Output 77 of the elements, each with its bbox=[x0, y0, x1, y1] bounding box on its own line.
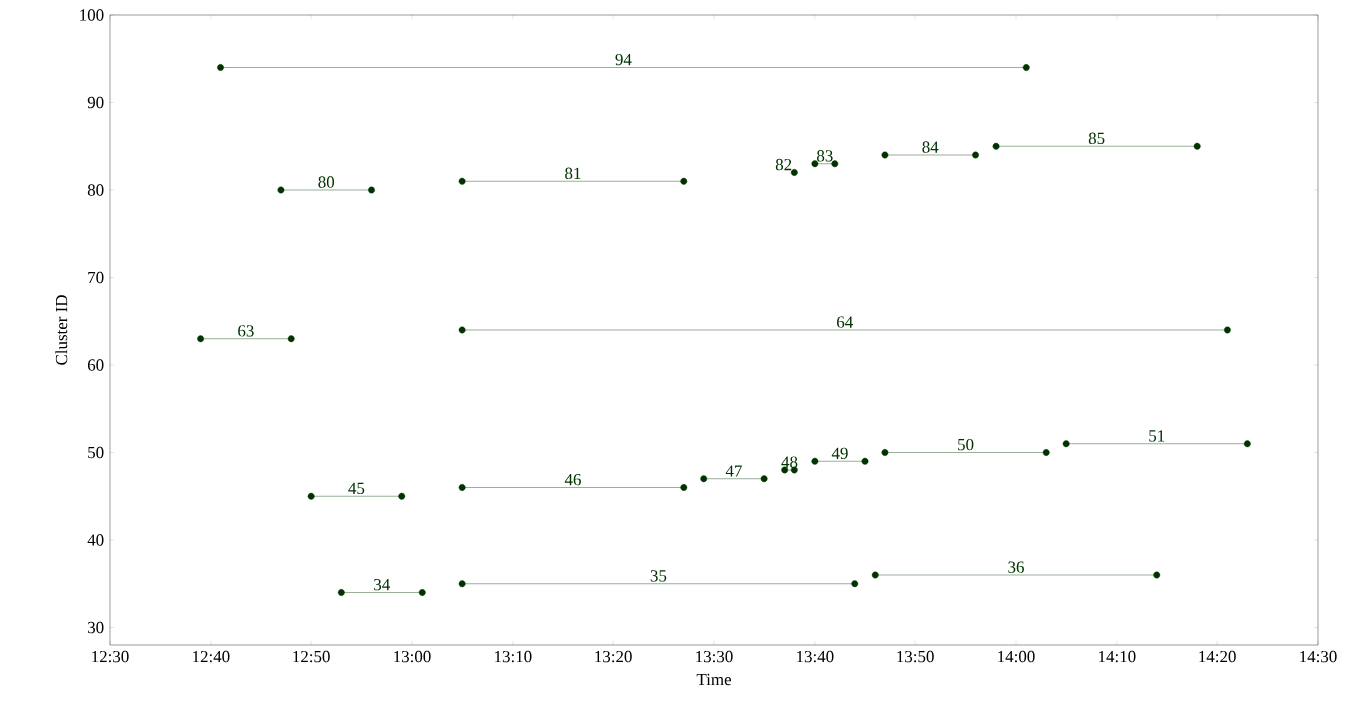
y-tick-label: 60 bbox=[87, 359, 104, 371]
point bbox=[851, 580, 859, 588]
point bbox=[1022, 64, 1030, 71]
series-label: 46 bbox=[564, 473, 581, 486]
point bbox=[760, 475, 768, 483]
y-tick-label: 80 bbox=[87, 184, 104, 196]
point bbox=[287, 335, 295, 343]
point bbox=[871, 571, 879, 579]
series-label: 64 bbox=[837, 316, 853, 328]
series-label: 50 bbox=[958, 438, 974, 451]
point bbox=[790, 169, 798, 176]
point bbox=[1153, 571, 1161, 579]
point bbox=[458, 580, 466, 588]
x-tick-label: 13:20 bbox=[595, 650, 632, 663]
series-label: 45 bbox=[348, 482, 365, 495]
point bbox=[700, 475, 708, 483]
point bbox=[680, 177, 688, 185]
point bbox=[811, 160, 819, 168]
point bbox=[197, 335, 204, 343]
point bbox=[458, 326, 466, 334]
y-tick-label: 100 bbox=[80, 9, 104, 21]
series-label: 83 bbox=[817, 150, 833, 162]
x-axis-title: Time bbox=[696, 673, 732, 686]
point bbox=[811, 457, 819, 465]
series-label: 49 bbox=[831, 447, 848, 460]
point bbox=[418, 589, 426, 596]
point bbox=[831, 160, 839, 168]
y-axis-title: Cluster ID bbox=[55, 295, 68, 365]
y-tick-label: 30 bbox=[88, 621, 104, 634]
series-label: 80 bbox=[318, 176, 335, 188]
point bbox=[1042, 449, 1050, 456]
point bbox=[307, 492, 315, 500]
point bbox=[458, 177, 466, 185]
series-label: 81 bbox=[565, 167, 581, 180]
point bbox=[972, 151, 979, 159]
series-label: 94 bbox=[615, 53, 632, 66]
point bbox=[217, 64, 224, 71]
point bbox=[398, 492, 406, 500]
y-tick-label: 50 bbox=[88, 446, 104, 459]
point bbox=[458, 484, 466, 491]
point bbox=[680, 484, 688, 491]
x-tick-label: 14:20 bbox=[1199, 650, 1236, 663]
series-label: 36 bbox=[1008, 561, 1024, 573]
x-tick-label: 12:40 bbox=[193, 650, 230, 663]
x-tick-label: 13:00 bbox=[394, 650, 431, 663]
series-label: 51 bbox=[1149, 430, 1165, 442]
x-tick-label: 13:10 bbox=[495, 650, 532, 663]
series-label: 63 bbox=[238, 325, 254, 337]
x-tick-label: 13:50 bbox=[897, 650, 934, 663]
point bbox=[881, 151, 889, 159]
point bbox=[861, 457, 869, 465]
y-tick-label: 90 bbox=[87, 96, 104, 109]
y-tick-label: 70 bbox=[88, 271, 104, 284]
y-tick-label: 40 bbox=[87, 534, 104, 546]
x-tick-label: 12:50 bbox=[293, 650, 330, 663]
series-label: 35 bbox=[650, 570, 667, 582]
point bbox=[1062, 440, 1070, 448]
series-label: 34 bbox=[374, 578, 390, 591]
x-tick-label: 13:40 bbox=[797, 650, 834, 663]
series-label: 84 bbox=[922, 141, 939, 153]
point bbox=[992, 142, 1000, 150]
series-label: 48 bbox=[781, 456, 798, 468]
point bbox=[1193, 142, 1201, 150]
point bbox=[368, 186, 375, 194]
x-tick-label: 14:10 bbox=[1099, 650, 1136, 663]
point bbox=[881, 449, 889, 456]
x-tick-label: 13:30 bbox=[696, 650, 733, 663]
point bbox=[1243, 440, 1251, 448]
point bbox=[277, 186, 285, 194]
point bbox=[337, 589, 345, 596]
series-label: 47 bbox=[725, 465, 742, 477]
point bbox=[1224, 326, 1231, 334]
series-label: 82 bbox=[775, 158, 792, 171]
x-tick-label: 14:30 bbox=[1300, 650, 1337, 663]
x-tick-label: 14:00 bbox=[998, 650, 1035, 663]
x-tick-label: 12:30 bbox=[92, 650, 129, 663]
series-label: 85 bbox=[1088, 132, 1105, 145]
